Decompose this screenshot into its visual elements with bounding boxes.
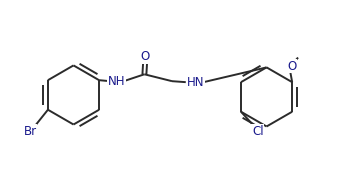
Text: O: O: [141, 50, 150, 63]
Text: Cl: Cl: [252, 125, 264, 138]
Text: Br: Br: [23, 125, 37, 138]
Text: HN: HN: [187, 76, 204, 89]
Text: O: O: [287, 60, 297, 73]
Text: NH: NH: [108, 75, 126, 88]
